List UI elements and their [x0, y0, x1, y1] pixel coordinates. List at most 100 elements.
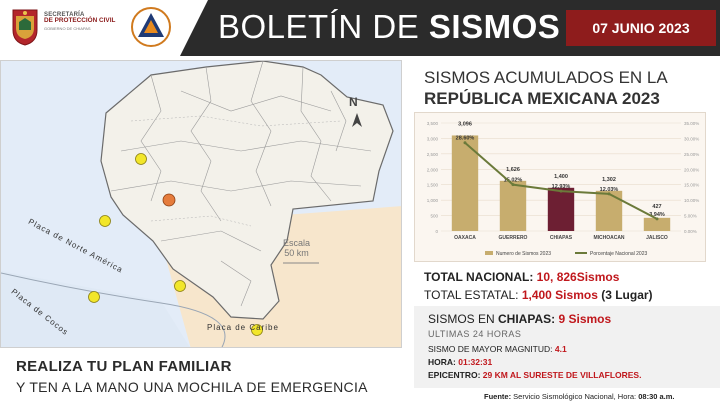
epicentro-row: EPICENTRO: 29 KM AL SURESTE DE VILLAFLOR… — [428, 370, 641, 380]
chiapas-subtitle: ULTIMAS 24 HORAS — [428, 329, 522, 339]
legend-label: Numero de Sismos 2023 — [496, 251, 551, 257]
date-badge: 07 JUNIO 2023 — [566, 10, 716, 46]
legend-swatch-bars — [485, 251, 493, 255]
hora-row: HORA: 01:32:31 — [428, 357, 492, 367]
y2-tick-label: 25.00% — [684, 152, 699, 157]
bar — [499, 180, 527, 231]
pct-label: 3.94% — [649, 212, 665, 218]
line-point — [559, 189, 563, 193]
y2-tick-label: 30.00% — [684, 136, 699, 141]
total-nacional-label: TOTAL NACIONAL: — [424, 270, 537, 284]
scale-value: 50 km — [284, 247, 309, 258]
y-tick-label: 500 — [430, 214, 438, 219]
chiapas-outline — [100, 61, 394, 320]
epicenter-marker — [174, 280, 186, 292]
y2-tick-label: 5.00% — [684, 214, 697, 219]
family-plan-banner: REALIZA TU PLAN FAMILIAR Y TEN A LA MANO… — [0, 348, 402, 405]
family-plan-line2: Y TEN A LA MANO UNA MOCHILA DE EMERGENCI… — [16, 379, 368, 395]
y-tick-label: 3,000 — [427, 136, 439, 141]
total-nacional: TOTAL NACIONAL: 10, 826Sismos — [424, 270, 619, 284]
y2-tick-label: 35.00% — [684, 121, 699, 126]
source-note: Fuente: Servicio Sismológico Nacional, H… — [484, 392, 675, 401]
x-tick-label: CHIAPAS — [550, 235, 573, 241]
y-tick-label: 3,500 — [427, 121, 439, 126]
north-label: N — [349, 95, 358, 109]
north-arrow-icon — [352, 113, 362, 127]
y2-tick-label: 20.00% — [684, 167, 699, 172]
scale-label: Escala — [283, 238, 311, 248]
pct-label: 28.60% — [456, 136, 475, 142]
y2-tick-label: 10.00% — [684, 198, 699, 203]
source-time: 08:30 a.m. — [638, 392, 675, 401]
legend-label: Porcentaje Nacional 2023 — [590, 251, 647, 257]
total-estatal: TOTAL ESTATAL: 1,400 Sismos (3 Lugar) — [424, 288, 653, 302]
chiapas-shield-icon — [12, 9, 38, 46]
x-tick-label: JALISCO — [646, 235, 668, 241]
bar-value-label: 1,302 — [602, 177, 616, 183]
x-tick-label: MICHOACAN — [593, 235, 624, 241]
max-magnitude-label: SISMO DE MAYOR MAGNITUD: — [428, 344, 555, 354]
proteccion-civil-logo-icon — [131, 7, 171, 47]
plate-label-caribe: Placa de Caribe — [207, 323, 279, 332]
y-tick-label: 2,000 — [427, 167, 439, 172]
stats-title-line1: SISMOS ACUMULADOS EN LA — [424, 68, 668, 87]
seismic-map: Placa de Norte América Placa de Cocos Pl… — [0, 60, 402, 348]
epicentro-label: EPICENTRO: — [428, 370, 483, 380]
title-bold: SISMOS — [428, 8, 561, 45]
bar-chart: 0 500 1,000 1,500 2,000 2,500 3,000 3,500 0.00% 5… — [427, 121, 700, 257]
bar-value-label: 3,096 — [458, 121, 472, 127]
bar — [547, 187, 575, 231]
y-tick-label: 1,500 — [427, 183, 439, 188]
chiapas-info-box: SISMOS EN CHIAPAS: 9 Sismos ULTIMAS 24 H… — [414, 306, 720, 388]
epicenter-marker — [88, 291, 100, 303]
pct-label: 12.93% — [552, 184, 571, 190]
bar-value-label: 427 — [652, 204, 661, 210]
total-nacional-value: 10, 826Sismos — [536, 270, 620, 284]
pct-label: 12.03% — [600, 187, 619, 193]
header: SECRETARÍA DE PROTECCIÓN CIVIL GOBIERNO … — [0, 0, 720, 56]
y2-tick-label: 0.00% — [684, 229, 697, 234]
hora-label: HORA: — [428, 357, 459, 367]
scale-text: Escala 50 km — [283, 238, 311, 259]
y2-tick-label: 15.00% — [684, 183, 699, 188]
logo-text: SECRETARÍA DE PROTECCIÓN CIVIL GOBIERNO … — [44, 12, 122, 31]
logo-line2: DE PROTECCIÓN CIVIL — [44, 17, 116, 25]
chiapas-title: SISMOS EN CHIAPAS: 9 Sismos — [428, 312, 611, 326]
y-tick-label: 2,500 — [427, 152, 439, 157]
chiapas-title-state: CHIAPAS: — [498, 312, 556, 326]
epicenter-marker — [251, 324, 263, 336]
page-title: BOLETÍN DE SISMOS — [218, 8, 560, 48]
chart-container: 0 500 1,000 1,500 2,000 2,500 3,000 3,500 0.00% 5… — [414, 112, 706, 262]
y-tick-label: 0 — [435, 229, 438, 234]
map-graphic — [1, 61, 401, 347]
epicenter-marker-max — [162, 193, 176, 207]
bar-value-label: 1,626 — [506, 167, 520, 173]
line-point — [655, 217, 659, 221]
max-magnitude-row: SISMO DE MAYOR MAGNITUD: 4.1 — [428, 344, 567, 354]
chiapas-title-value: 9 Sismos — [558, 312, 612, 326]
pct-label: 15.02% — [504, 178, 523, 184]
x-tick-label: GUERRERO — [499, 235, 528, 241]
stats-title-line2: REPÚBLICA MEXICANA 2023 — [424, 89, 660, 108]
bar-value-label: 1,400 — [554, 174, 568, 180]
line-point — [463, 141, 467, 145]
bar — [595, 190, 623, 231]
y-tick-label: 1,000 — [427, 198, 439, 203]
hora-value: 01:32:31 — [458, 357, 493, 367]
chiapas-title-label: SISMOS EN — [428, 312, 499, 326]
total-estatal-rank: (3 Lugar) — [597, 288, 653, 302]
line-point — [607, 192, 611, 196]
max-magnitude-value: 4.1 — [554, 344, 567, 354]
x-tick-label: OAXACA — [454, 235, 476, 241]
line-point — [511, 183, 515, 187]
epicentro-value: 29 KM AL SURESTE DE VILLAFLORES. — [482, 370, 642, 380]
family-plan-line1: REALIZA TU PLAN FAMILIAR — [16, 358, 232, 375]
total-estatal-value: 1,400 Sismos — [521, 288, 598, 302]
epicenter-marker — [135, 153, 147, 165]
stats-panel: SISMOS ACUMULADOS EN LA REPÚBLICA MEXICA… — [406, 56, 720, 405]
logo-line3: GOBIERNO DE CHIAPAS — [44, 26, 91, 32]
source-value: Servicio Sismológico Nacional, Hora: — [513, 392, 639, 401]
epicenter-marker — [99, 215, 111, 227]
logo-line1: SECRETARÍA — [44, 12, 85, 18]
bar — [643, 217, 671, 231]
